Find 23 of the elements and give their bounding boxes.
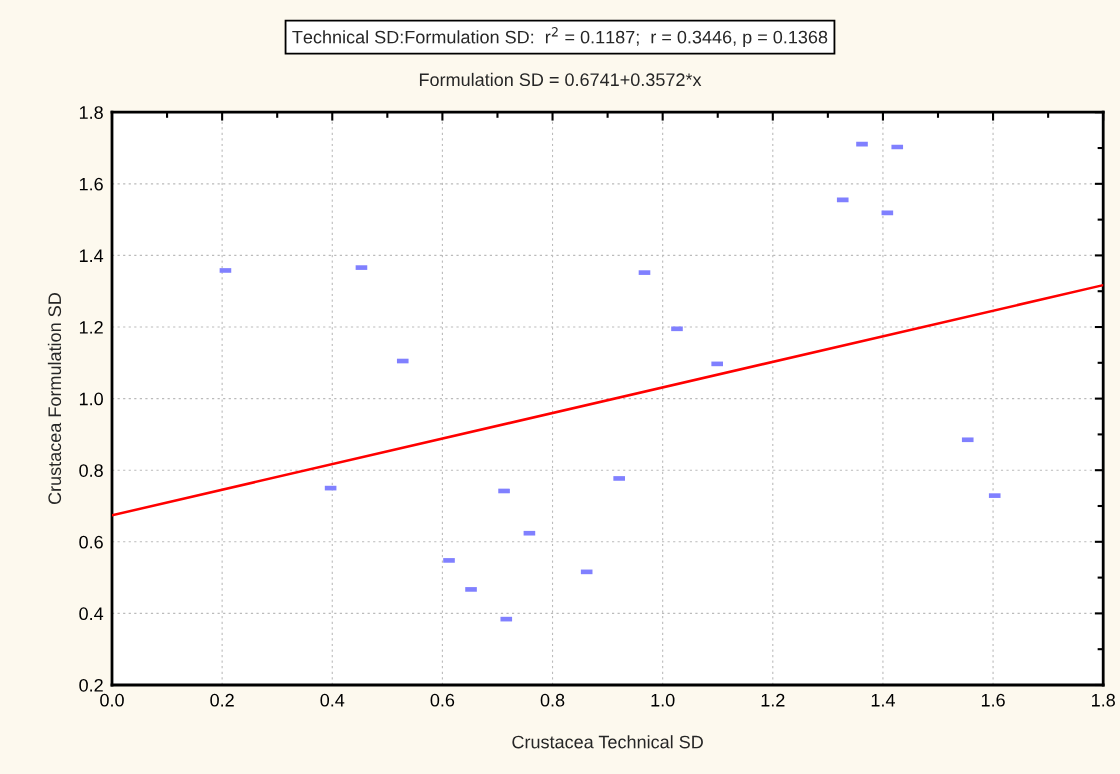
x-tick-label: 0.2 <box>210 693 234 707</box>
x-tick-label: 1.8 <box>1092 693 1115 707</box>
y-tick-label: 1.4 <box>79 249 104 262</box>
y-tick-label: 0.6 <box>79 535 103 549</box>
x-tick-label: 0.0 <box>100 693 124 707</box>
chart-title: Technical SD:Formulation SD: r$^{2}$ = 0.1187; r = 0.3446, p = 0.1368 <box>292 27 828 48</box>
x-tick-label: 1.0 <box>651 693 675 707</box>
y-tick-label: 1.2 <box>79 320 103 334</box>
y-tick-label: 0.4 <box>79 607 104 621</box>
x-tick-label: 0.6 <box>430 693 455 707</box>
chart-subtitle: Formulation SD = 0.6741+0.3572*x <box>419 72 702 87</box>
y-tick-label: 1.6 <box>79 177 103 191</box>
x-tick-label: 1.4 <box>871 693 895 707</box>
x-tick-label: 1.2 <box>761 693 785 707</box>
y-tick-label: 0.8 <box>79 464 103 477</box>
x-tick-label: 1.6 <box>981 693 1005 707</box>
x-axis-title: Crustacea Technical SD <box>512 735 703 749</box>
x-tick-label: 0.8 <box>540 693 565 707</box>
y-axis-title: Crustacea Formulation SD <box>47 293 62 505</box>
x-tick-label: 0.4 <box>320 693 345 707</box>
y-tick-label: 1.0 <box>79 392 103 406</box>
y-tick-label: 1.8 <box>79 106 103 119</box>
y-tick-label: 0.2 <box>79 678 103 692</box>
